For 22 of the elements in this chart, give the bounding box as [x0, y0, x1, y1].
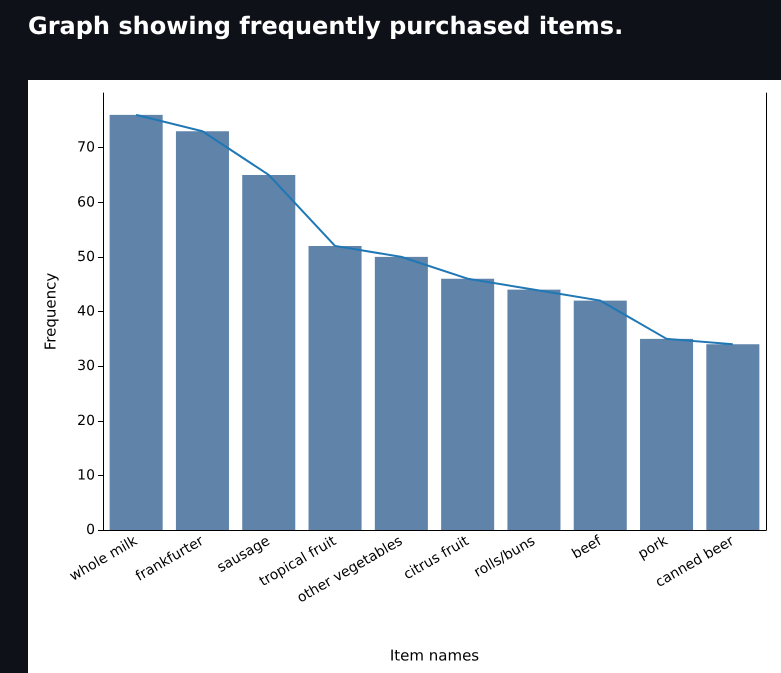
y-tick-label: 60 — [77, 194, 95, 210]
bar — [507, 290, 560, 530]
x-axis-title: Item names — [390, 646, 480, 664]
bar — [441, 278, 494, 530]
y-tick-label: 70 — [77, 140, 95, 156]
y-axis-title: Frequency — [42, 272, 60, 350]
bar — [176, 131, 229, 530]
bar — [110, 114, 163, 530]
bar — [706, 344, 760, 530]
bar — [308, 246, 362, 530]
y-tick-label: 0 — [86, 522, 95, 538]
y-tick-label: 10 — [77, 467, 95, 484]
bar — [640, 338, 694, 530]
y-tick-label: 40 — [77, 304, 95, 320]
y-tick-label: 30 — [77, 358, 95, 374]
line-series — [135, 114, 734, 346]
chart-title: Graph showing frequently purchased items. — [28, 12, 624, 40]
bar — [574, 300, 627, 530]
bar — [242, 174, 296, 530]
bar — [374, 256, 428, 530]
y-tick-label: 20 — [77, 412, 95, 429]
y-tick-label: 50 — [77, 248, 95, 265]
